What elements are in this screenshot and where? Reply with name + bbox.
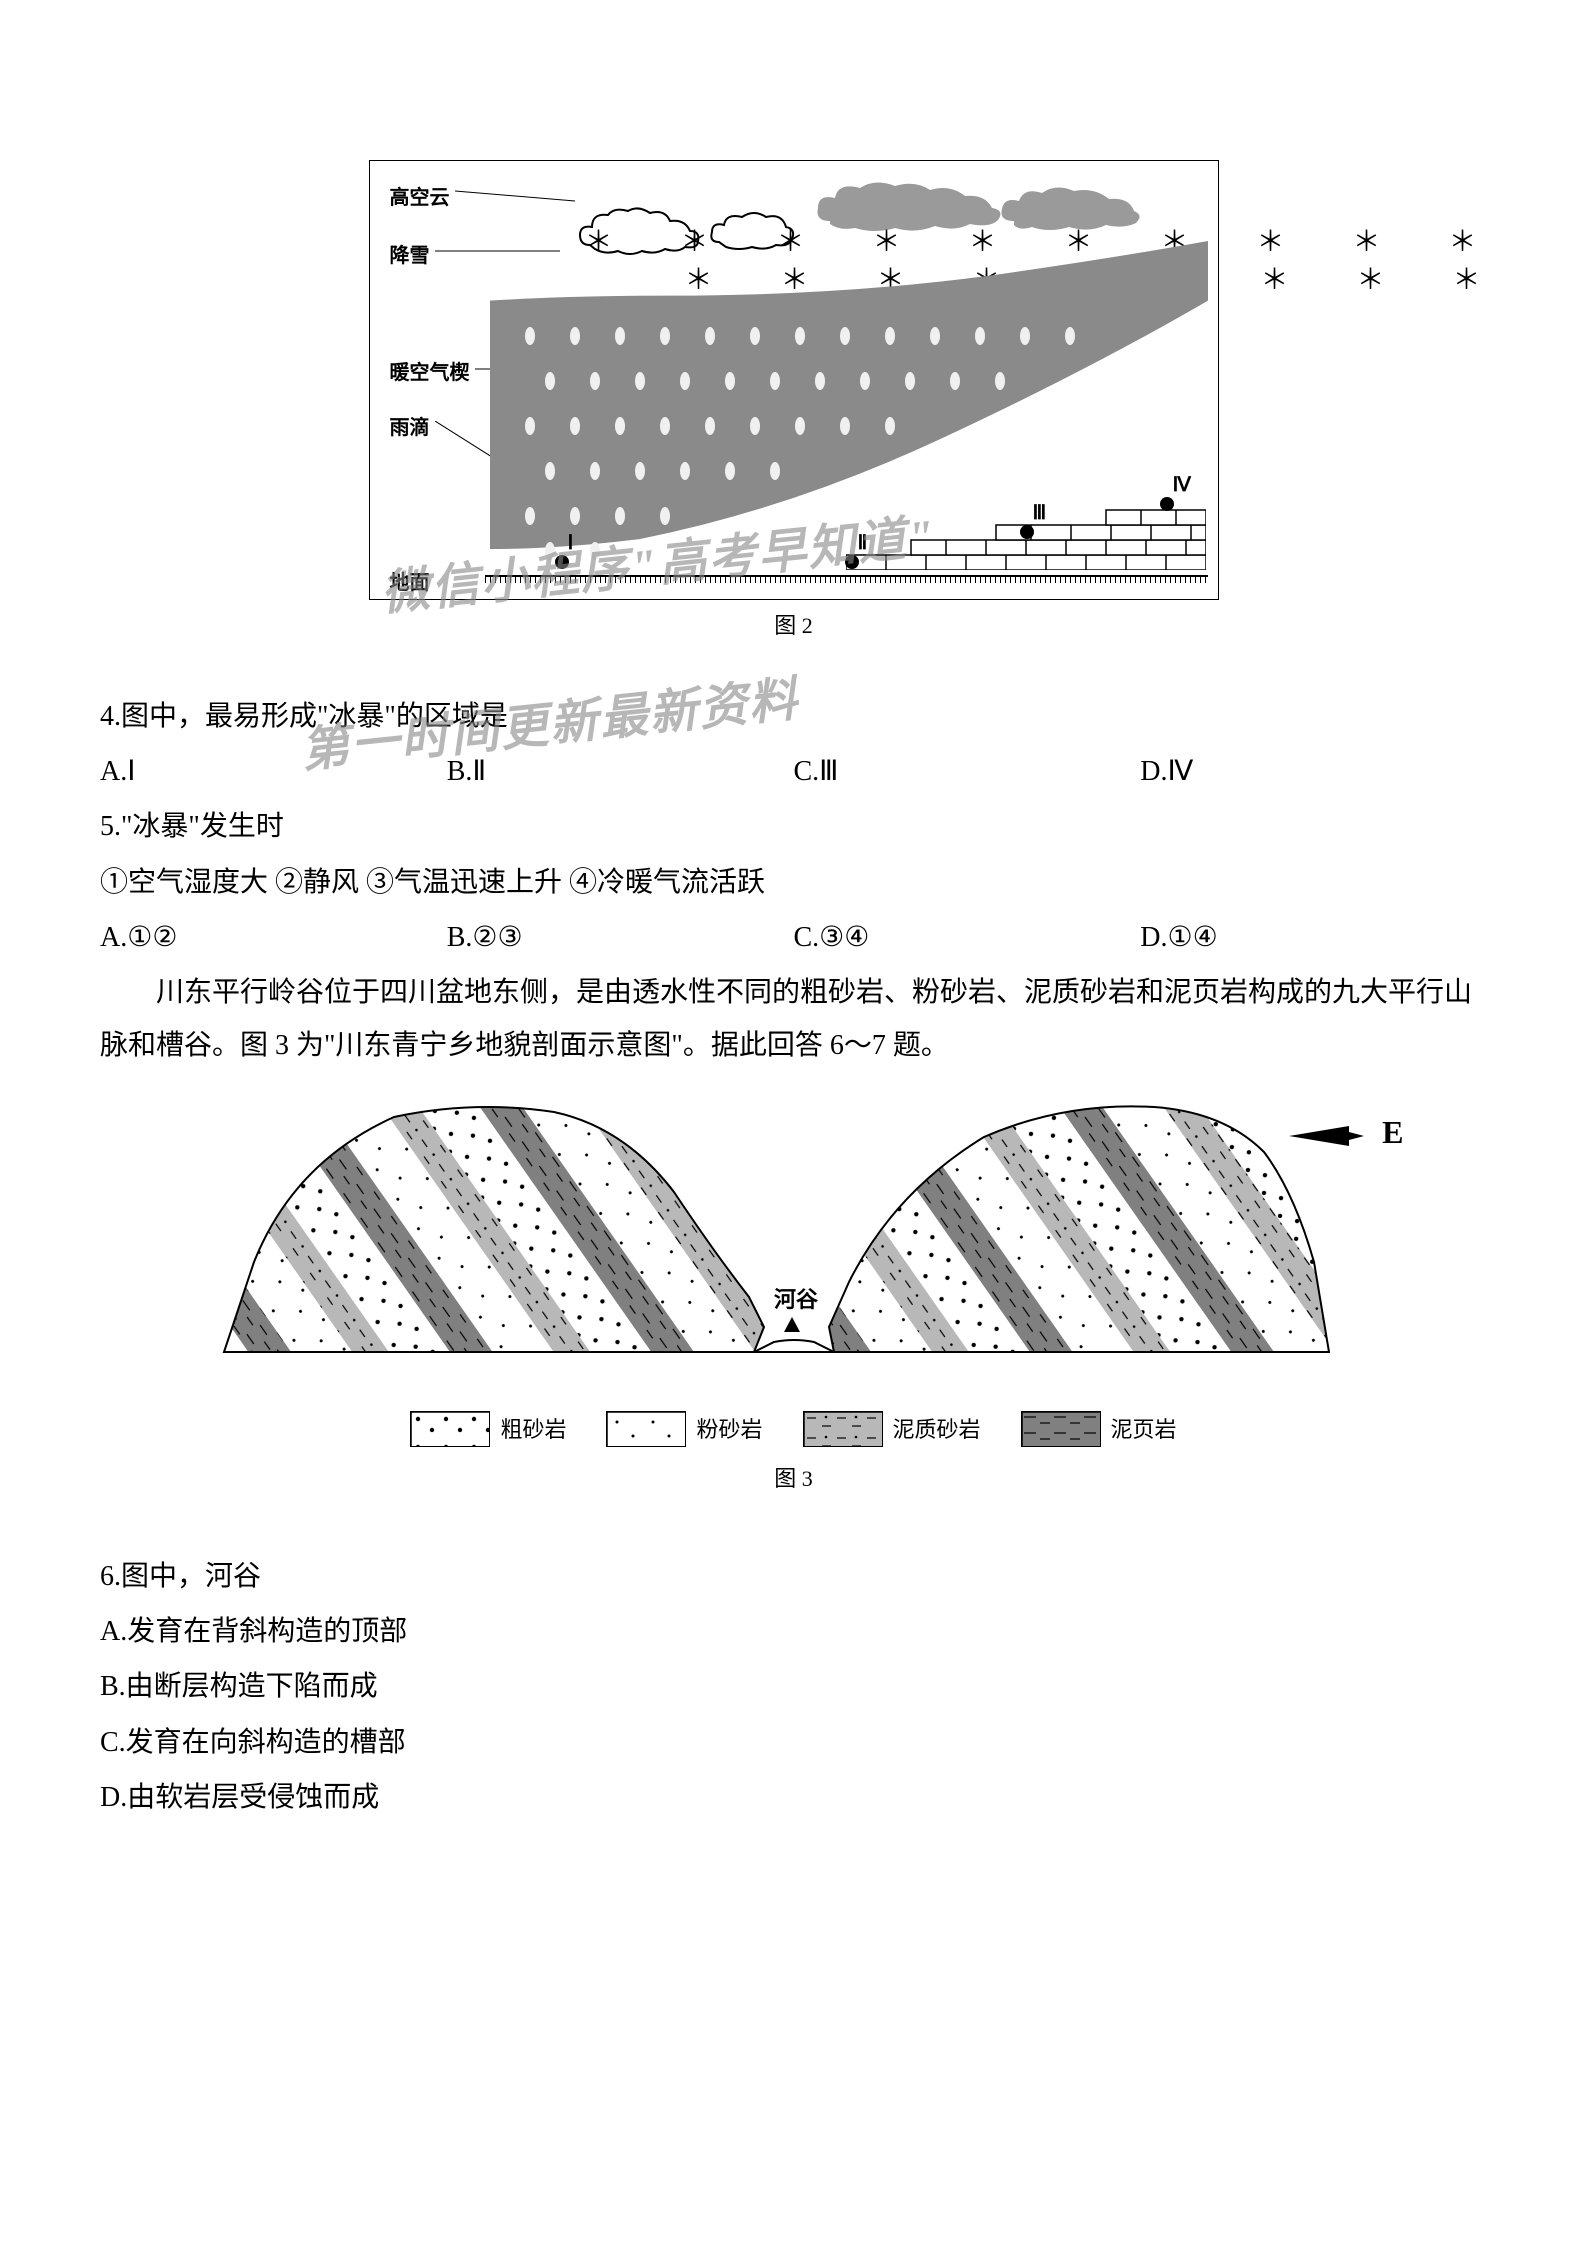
legend-muddy-sand: 泥质砂岩	[803, 1409, 981, 1451]
region-4-label: Ⅳ	[1173, 474, 1191, 496]
figure-3-container: 河谷 E 粗砂岩 粉砂岩 泥质砂岩 泥页岩	[194, 1082, 1394, 1500]
region-2-marker: Ⅱ	[845, 548, 874, 573]
figure-3-legend: 粗砂岩 粉砂岩 泥质砂岩 泥页岩	[194, 1409, 1394, 1451]
legend-mudstone: 泥页岩	[1021, 1409, 1177, 1451]
left-mountain	[194, 1082, 936, 1382]
region-3-label: Ⅲ	[1033, 502, 1047, 524]
q5-option-a: A.①②	[100, 911, 447, 964]
q5-option-c: C.③④	[794, 911, 1141, 964]
valley-label: 河谷	[774, 1287, 819, 1312]
q6-option-a: A.发育在背斜构造的顶部	[100, 1605, 1487, 1658]
q4-options: A.Ⅰ B.Ⅱ C.Ⅲ D.Ⅳ	[100, 745, 1487, 798]
figure-2-caption: 图 2	[369, 608, 1219, 640]
label-warm-air-wedge: 暖空气楔	[390, 356, 470, 385]
q6-option-c: C.发育在向斜构造的槽部	[100, 1716, 1487, 1769]
legend-coarse-sand: 粗砂岩	[410, 1409, 566, 1451]
legend-label: 泥页岩	[1111, 1409, 1177, 1451]
q5-option-b: B.②③	[447, 911, 794, 964]
label-high-cloud: 高空云	[390, 181, 450, 210]
q5-options: A.①② B.②③ C.③④ D.①④	[100, 911, 1487, 964]
legend-label: 泥质砂岩	[893, 1409, 981, 1451]
passage-1: 川东平行岭谷位于四川盆地东侧，是由透水性不同的粗砂岩、粉砂岩、泥质砂岩和泥页岩构…	[100, 966, 1487, 1072]
legend-swatch-icon	[1021, 1411, 1101, 1447]
region-4-marker: Ⅳ	[1160, 490, 1197, 515]
region-2-label: Ⅱ	[858, 532, 868, 554]
region-1-marker: Ⅰ	[555, 548, 580, 573]
figure-3-cross-section: 河谷	[194, 1082, 1394, 1382]
region-3-marker: Ⅲ	[1020, 518, 1053, 543]
q4-option-d: D.Ⅳ	[1140, 745, 1487, 798]
legend-fine-sand: 粉砂岩	[606, 1409, 762, 1451]
legend-label: 粉砂岩	[696, 1409, 762, 1451]
marker-dot-icon	[1160, 497, 1174, 511]
marker-dot-icon	[845, 555, 859, 569]
q4-stem: 4.图中，最易形成"冰暴"的区域是	[100, 690, 1487, 743]
marker-dot-icon	[1020, 525, 1034, 539]
question-block: 4.图中，最易形成"冰暴"的区域是 A.Ⅰ B.Ⅱ C.Ⅲ D.Ⅳ 5."冰暴"…	[100, 690, 1487, 1824]
q5-statements: ①空气湿度大 ②静风 ③气温迅速上升 ④冷暖气流活跃	[100, 856, 1487, 909]
legend-swatch-icon	[803, 1411, 883, 1447]
legend-swatch-icon	[410, 1411, 490, 1447]
east-arrow: E	[1284, 1102, 1403, 1163]
figure-3-caption: 图 3	[194, 1458, 1394, 1500]
q6-option-b: B.由断层构造下陷而成	[100, 1660, 1487, 1713]
q4-option-a: A.Ⅰ	[100, 745, 447, 798]
label-snowfall: 降雪	[390, 239, 430, 268]
q6-option-d: D.由软岩层受侵蚀而成	[100, 1771, 1487, 1824]
ground-line	[485, 575, 1208, 583]
label-raindrops: 雨滴	[390, 411, 430, 440]
east-label: E	[1382, 1114, 1403, 1150]
q6-stem: 6.图中，河谷	[100, 1550, 1487, 1603]
q5-option-d: D.①④	[1140, 911, 1487, 964]
label-ground: 地面	[390, 566, 430, 595]
region-1-label: Ⅰ	[568, 532, 574, 554]
figure-2-container: 高空云 降雪 暖空气楔 雨滴 地面	[369, 160, 1219, 640]
figure-2: 高空云 降雪 暖空气楔 雨滴 地面	[369, 160, 1219, 600]
legend-swatch-icon	[606, 1411, 686, 1447]
marker-dot-icon	[555, 555, 569, 569]
q4-option-b: B.Ⅱ	[447, 745, 794, 798]
q5-stem: 5."冰暴"发生时	[100, 800, 1487, 853]
q4-option-c: C.Ⅲ	[794, 745, 1141, 798]
legend-label: 粗砂岩	[500, 1409, 566, 1451]
